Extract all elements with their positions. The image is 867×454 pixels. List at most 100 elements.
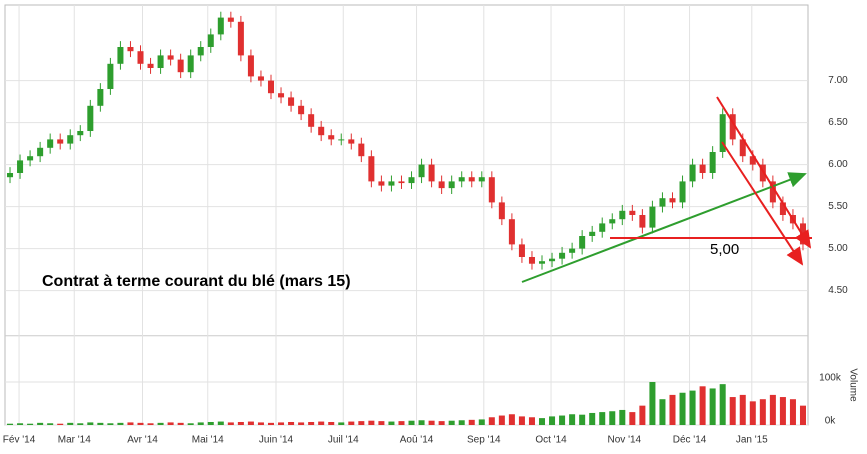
volume-bar bbox=[438, 421, 445, 425]
volume-bar bbox=[187, 423, 194, 425]
candle-body bbox=[237, 21, 244, 56]
volume-bar bbox=[328, 421, 335, 425]
x-tick-label: Jan '15 bbox=[736, 435, 768, 446]
candle-body bbox=[67, 135, 74, 144]
volume-bar bbox=[488, 417, 495, 425]
candle-body bbox=[729, 114, 736, 140]
candle-body bbox=[619, 210, 626, 220]
volume-bar bbox=[157, 422, 164, 425]
candle-body bbox=[378, 181, 385, 186]
candle-body bbox=[418, 164, 425, 178]
candle-body bbox=[177, 59, 184, 73]
candle-body bbox=[498, 202, 505, 220]
volume-bar bbox=[729, 397, 736, 425]
volume-bar bbox=[388, 421, 395, 425]
trend-line bbox=[716, 96, 812, 249]
candle-body bbox=[227, 17, 234, 22]
plot-frame bbox=[4, 4, 809, 426]
candle-body bbox=[187, 55, 194, 73]
candle-body bbox=[97, 89, 104, 106]
volume-bar bbox=[378, 421, 385, 425]
candle-body bbox=[699, 164, 706, 173]
candle-body bbox=[298, 105, 305, 115]
volume-bar bbox=[137, 422, 144, 425]
volume-bar bbox=[127, 422, 134, 425]
candle-body bbox=[77, 131, 84, 136]
candle-body bbox=[318, 126, 325, 136]
candle-body bbox=[157, 55, 164, 68]
y-tick-label: 6.50 bbox=[828, 117, 848, 128]
volume-bar bbox=[629, 412, 636, 425]
volume-bar bbox=[538, 418, 546, 425]
candle-body bbox=[518, 244, 525, 257]
candle-body bbox=[348, 139, 355, 144]
candle-body bbox=[589, 231, 596, 236]
candle-body bbox=[147, 63, 154, 68]
candle-body bbox=[438, 181, 445, 189]
candle-body bbox=[37, 147, 44, 157]
candle-body bbox=[448, 181, 455, 189]
volume-bar bbox=[428, 420, 435, 425]
x-tick-label: Juil '14 bbox=[328, 435, 359, 446]
volume-bar bbox=[348, 421, 355, 425]
volume-bar bbox=[549, 416, 556, 425]
y-tick-label: 4.50 bbox=[828, 285, 848, 296]
candle-body bbox=[7, 173, 14, 178]
volume-bar bbox=[27, 423, 34, 425]
annotation: 5,00 bbox=[710, 241, 739, 258]
volume-bar bbox=[779, 397, 786, 425]
volume-bar bbox=[579, 414, 586, 425]
candle-body bbox=[338, 139, 345, 141]
candle-body bbox=[749, 156, 756, 165]
candle-body bbox=[689, 164, 696, 182]
volume-bar bbox=[659, 399, 666, 425]
volume-bar bbox=[739, 394, 746, 425]
candle-body bbox=[398, 181, 405, 184]
volume-bar bbox=[418, 420, 425, 425]
volume-bar bbox=[448, 420, 455, 425]
volume-bar bbox=[769, 394, 776, 425]
marks: Fév '14 Mar '14 Avr '14 Mai '14 Juin '14 Juil… bbox=[3, 5, 848, 446]
volume-bar bbox=[237, 421, 244, 425]
x-tick-label: Mai '14 bbox=[192, 435, 224, 446]
x-tick-label: Aoû '14 bbox=[400, 435, 434, 446]
candle-body bbox=[458, 177, 465, 182]
volume-bar bbox=[257, 422, 264, 425]
x-tick-label: Avr '14 bbox=[127, 435, 158, 446]
volume-bar bbox=[7, 423, 14, 425]
volume-bar bbox=[368, 420, 375, 425]
candle-body bbox=[87, 105, 94, 131]
candle-body bbox=[247, 55, 254, 77]
volume-bar bbox=[679, 392, 686, 425]
volume-bar bbox=[789, 399, 796, 425]
volume-bar bbox=[518, 416, 525, 425]
volume-bar bbox=[458, 420, 465, 425]
volume-bar bbox=[589, 412, 596, 425]
x-tick-label: Nov '14 bbox=[608, 435, 642, 446]
volume-bar bbox=[57, 423, 64, 425]
volume-bar bbox=[569, 414, 576, 425]
candle-body bbox=[559, 252, 566, 259]
volume-bar bbox=[338, 422, 345, 425]
volume-bar bbox=[227, 422, 234, 425]
candle-body bbox=[639, 215, 646, 228]
candle-body bbox=[428, 164, 435, 182]
volume-bar bbox=[117, 422, 124, 425]
volume-bar bbox=[619, 409, 626, 425]
volume-label: Volume bbox=[847, 368, 858, 402]
candle-body bbox=[719, 114, 726, 152]
volume-bar bbox=[669, 394, 676, 425]
candle-body bbox=[167, 55, 174, 60]
candle-body bbox=[257, 76, 264, 81]
y-tick-label: 7.00 bbox=[828, 75, 848, 86]
candle-body bbox=[47, 139, 54, 148]
volume-bar bbox=[47, 423, 54, 425]
annotation: Contrat à terme courant du blé (mars 15) bbox=[42, 273, 351, 290]
volume-bar bbox=[468, 419, 475, 425]
volume-bar bbox=[498, 415, 505, 425]
candle-body bbox=[197, 47, 204, 56]
volume-bar bbox=[699, 386, 706, 425]
volume-bar bbox=[719, 384, 726, 425]
volume-bar bbox=[67, 422, 74, 425]
volume-bar bbox=[77, 423, 84, 425]
